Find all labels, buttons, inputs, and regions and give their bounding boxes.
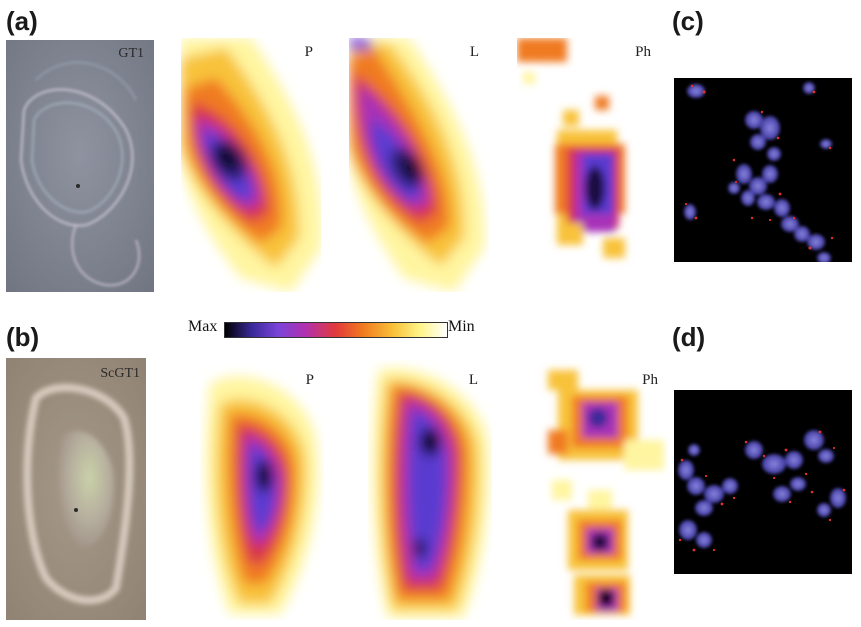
micrograph-scgt1-label: ScGT1	[100, 366, 140, 381]
map-a-ph: Ph	[517, 38, 657, 292]
map-a-ph-label: Ph	[635, 44, 651, 60]
map-a-l: L	[349, 38, 489, 292]
panel-label-a: (a)	[6, 6, 38, 36]
map-a-p: P	[181, 38, 321, 292]
panel-label-b: (b)	[6, 322, 40, 352]
map-b-p-label: P	[305, 372, 314, 388]
fluorescence-image-c	[674, 78, 852, 262]
colorbar-min-label: Min	[448, 318, 475, 335]
map-b-l: L	[368, 360, 492, 620]
map-b-p: P	[200, 364, 324, 620]
colorbar	[224, 322, 448, 338]
micrograph-gt1: GT1	[6, 40, 154, 292]
map-a-p-label: P	[304, 44, 313, 60]
fluorescence-image-d	[674, 390, 852, 574]
map-b-ph: Ph	[528, 360, 668, 620]
map-b-ph-label: Ph	[642, 372, 658, 388]
micrograph-scgt1: ScGT1	[6, 358, 146, 620]
colorbar-max-label: Max	[188, 318, 218, 335]
panel-label-c: (c)	[672, 6, 704, 36]
micrograph-gt1-label: GT1	[118, 46, 144, 61]
panel-label-d: (d)	[672, 322, 706, 352]
map-b-l-label: L	[468, 372, 478, 388]
map-a-l-label: L	[469, 44, 479, 60]
